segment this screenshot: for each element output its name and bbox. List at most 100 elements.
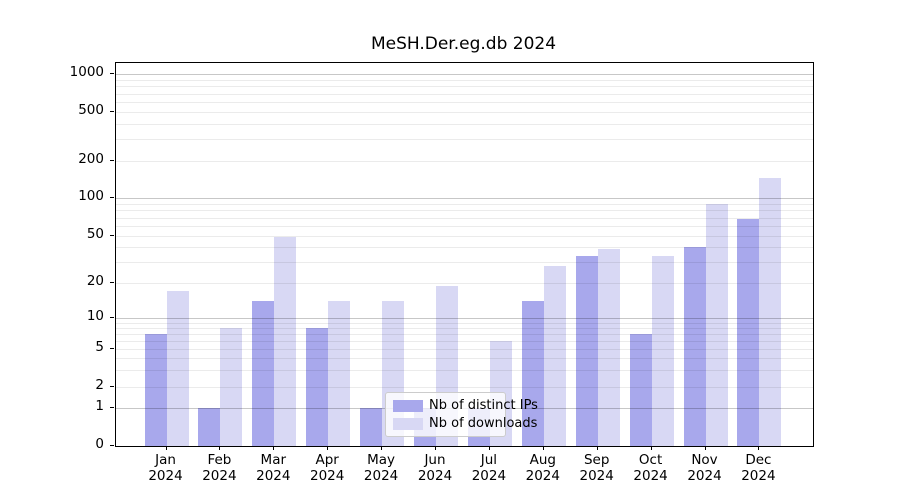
gridline-minor [116, 226, 813, 227]
y-tick-mark [110, 445, 114, 446]
y-tick-label: 10 [86, 307, 104, 324]
bar-distinct-ips-oct [629, 333, 652, 446]
x-tick-label-jun: Jun 2024 [417, 452, 453, 484]
gridline-minor [116, 161, 813, 162]
gridline-minor [116, 333, 813, 335]
bar-distinct-ips-dec [737, 219, 760, 446]
gridline-minor [116, 210, 813, 212]
x-tick-label-mar: Mar 2024 [256, 452, 291, 484]
y-tick-label: 5 [95, 339, 104, 355]
y-tick-mark [110, 111, 114, 112]
y-tick-label: 100 [78, 188, 104, 204]
legend-item-downloads: Nb of downloads [386, 416, 537, 431]
x-tick-mark [435, 446, 436, 450]
bar-distinct-ips-mar [252, 300, 275, 446]
x-tick-mark [758, 446, 760, 450]
gridline-minor [116, 349, 813, 350]
x-tick-mark [542, 446, 544, 450]
gridline-minor [116, 370, 813, 372]
x-tick-mark [650, 446, 652, 450]
y-tick-mark [110, 197, 114, 198]
gridline-minor [116, 283, 813, 284]
bar-downloads-feb [220, 327, 243, 446]
bar-downloads-apr [328, 300, 351, 446]
x-tick-mark [596, 446, 598, 450]
bar-distinct-ips-feb [198, 408, 221, 446]
bar-distinct-ips-sep [575, 255, 598, 446]
gridline-minor [116, 93, 813, 95]
x-tick-label-sep: Sep 2024 [579, 452, 614, 484]
x-tick-label-nov: Nov 2024 [687, 452, 722, 484]
bar-downloads-nov [705, 203, 728, 446]
y-tick-mark [110, 407, 114, 408]
y-tick-mark [110, 386, 114, 387]
x-tick-label-aug: Aug 2024 [525, 452, 560, 484]
bar-downloads-dec [759, 178, 782, 446]
gridline-major [116, 317, 813, 319]
y-tick-label: 50 [86, 226, 104, 242]
gridline-minor [116, 123, 813, 125]
gridline-minor [116, 262, 813, 264]
y-tick-mark [110, 316, 114, 318]
x-tick-label-dec: Dec 2024 [741, 452, 776, 484]
y-tick-mark [110, 282, 114, 283]
gridline-minor [116, 112, 813, 113]
gridline-minor [116, 203, 813, 205]
gridline-minor [116, 387, 813, 388]
y-tick-label: 1000 [69, 64, 104, 80]
x-tick-label-feb: Feb 2024 [202, 452, 237, 484]
gridline-minor [116, 102, 813, 103]
x-tick-mark [327, 446, 329, 450]
legend-label-distinct-ips: Nb of distinct IPs [429, 398, 538, 413]
y-tick-mark [110, 348, 114, 349]
gridline-major [116, 74, 813, 75]
x-tick-label-jan: Jan 2024 [148, 452, 183, 484]
x-tick-mark [488, 446, 490, 450]
bar-downloads-sep [597, 248, 620, 446]
legend-label-downloads: Nb of downloads [429, 416, 538, 431]
y-tick-mark [110, 160, 114, 161]
x-tick-mark [704, 446, 706, 450]
gridline-minor [116, 340, 813, 342]
y-tick-label: 500 [78, 102, 104, 118]
bar-distinct-ips-may [360, 408, 383, 446]
x-tick-mark [165, 446, 167, 450]
bar-downloads-mar [274, 237, 297, 446]
y-tick-label: 0 [95, 436, 104, 452]
bar-distinct-ips-apr [306, 327, 329, 446]
x-tick-mark [219, 446, 221, 450]
x-tick-label-may: May 2024 [363, 452, 399, 484]
y-tick-label: 200 [78, 151, 104, 167]
gridline-minor [116, 327, 813, 329]
gridline-major [116, 198, 813, 199]
x-tick-label-apr: Apr 2024 [310, 452, 345, 484]
y-tick-mark [110, 235, 114, 236]
gridline-minor [116, 322, 813, 324]
gridline-minor [116, 247, 813, 249]
x-tick-label-jul: Jul 2024 [471, 452, 507, 484]
bar-downloads-jan [166, 291, 189, 446]
x-tick-mark [273, 446, 275, 450]
x-tick-label-oct: Oct 2024 [633, 452, 668, 484]
chart-title: MeSH.Der.eg.db 2024 [370, 34, 557, 54]
legend: Nb of distinct IPs Nb of downloads [385, 392, 538, 437]
bar-distinct-ips-aug [521, 300, 544, 446]
y-tick-label: 2 [95, 377, 104, 393]
gridline-minor [116, 86, 813, 88]
x-tick-mark [381, 446, 383, 450]
legend-item-distinct-ips: Nb of distinct IPs [386, 398, 538, 413]
bar-downloads-oct [651, 255, 674, 446]
gridline-minor [116, 79, 813, 81]
y-tick-mark [110, 73, 114, 74]
y-tick-label: 20 [86, 273, 104, 289]
gridline-minor [116, 139, 813, 141]
plot-area [115, 62, 814, 447]
y-tick-label: 1 [95, 398, 104, 414]
gridline-minor [116, 217, 813, 219]
bar-distinct-ips-nov [683, 247, 706, 446]
gridline-minor [116, 358, 813, 360]
legend-swatch-distinct-ips [393, 399, 423, 412]
bar-downloads-aug [543, 265, 566, 446]
gridline-minor [116, 236, 813, 237]
